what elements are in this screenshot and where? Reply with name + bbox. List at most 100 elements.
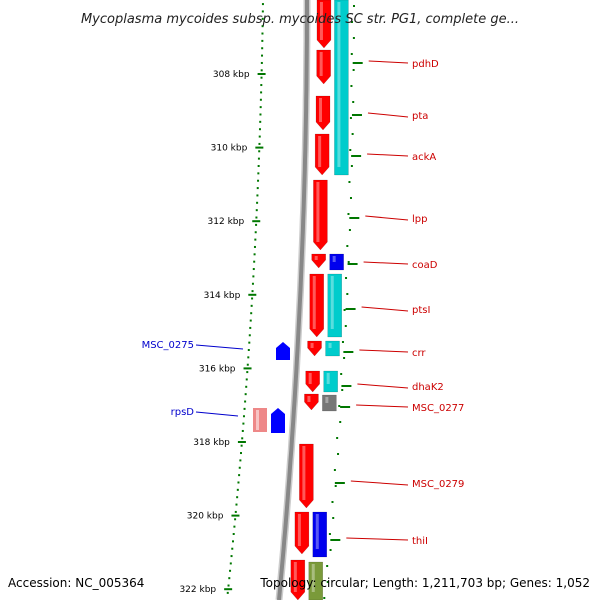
cds-track-segment	[334, 0, 349, 176]
minor-tick	[261, 17, 264, 20]
feature-dot	[343, 309, 346, 311]
minor-tick	[229, 562, 232, 565]
feature-dot	[351, 133, 354, 135]
feature-dot	[341, 389, 344, 391]
tick-label: 318 kbp	[193, 438, 230, 448]
minor-tick	[231, 547, 234, 550]
feature-dot	[349, 197, 352, 199]
minor-tick	[235, 503, 238, 506]
gene-label-thii: thiI	[412, 536, 428, 547]
major-tick	[231, 514, 240, 517]
minor-tick	[260, 84, 263, 87]
forward-gene-arrow	[304, 393, 319, 411]
gene-leader-line	[367, 153, 409, 157]
gene-leader-line	[195, 344, 244, 350]
minor-tick	[254, 238, 257, 241]
minor-tick	[251, 282, 254, 285]
minor-tick	[246, 371, 249, 374]
gene-label-crr: crr	[412, 348, 426, 359]
forward-gene-arrow	[314, 133, 330, 176]
minor-tick	[247, 349, 250, 351]
minor-tick	[255, 209, 258, 212]
pseudo-gene-box	[253, 408, 267, 432]
minor-tick	[261, 54, 264, 57]
cds-track-segment-highlight	[328, 343, 332, 348]
minor-tick	[240, 444, 243, 447]
minor-tick	[236, 488, 239, 491]
feature-dot	[345, 277, 348, 279]
feature-dot	[333, 469, 336, 471]
gene-leader-line	[361, 306, 409, 312]
tick-label: 322 kbp	[179, 585, 216, 595]
cds-track-segment-gray-highlight	[325, 397, 329, 403]
feature-dot	[350, 21, 353, 23]
gene-label-dhak2: dhaK2	[412, 382, 444, 393]
forward-gene-arrow-highlight	[307, 396, 311, 402]
major-tick	[248, 293, 257, 296]
forward-gene-arrow	[316, 0, 332, 49]
minor-tick	[245, 385, 248, 388]
forward-gene-arrow-highlight	[297, 514, 301, 546]
feature-dot	[350, 85, 353, 87]
cds-track-segment-highlight	[330, 276, 334, 329]
minor-tick	[238, 474, 241, 477]
minor-tick	[248, 334, 251, 337]
feature-dot	[352, 101, 355, 103]
gene-leader-line	[356, 404, 409, 408]
minor-tick	[257, 157, 260, 160]
major-tick	[243, 367, 252, 370]
minor-tick	[253, 260, 256, 263]
feature-dot	[346, 245, 349, 247]
gene-leader-line	[359, 349, 409, 353]
minor-tick	[257, 172, 260, 175]
reverse-cds-box	[312, 511, 328, 558]
cds-track-segment	[323, 370, 338, 393]
feature-dot	[352, 37, 355, 39]
feature-dot	[328, 533, 331, 535]
backbone-shadow	[275, 0, 311, 600]
minor-tick	[260, 61, 263, 64]
forward-gene-arrow	[307, 340, 322, 357]
minor-tick	[250, 312, 253, 315]
tick-label: 314 kbp	[204, 291, 241, 301]
minor-tick	[260, 76, 263, 79]
feature-dot	[349, 117, 352, 119]
forward-gene-arrow	[294, 511, 310, 555]
gene-label-pta: pta	[412, 111, 428, 122]
gene-label-acka: ackA	[412, 152, 436, 163]
gene-label-lpp: lpp	[412, 214, 427, 225]
minor-tick	[251, 297, 254, 300]
minor-tick	[248, 341, 251, 344]
feature-dot	[339, 421, 342, 423]
minor-tick	[259, 113, 262, 116]
minor-tick	[243, 407, 246, 410]
minor-tick	[236, 496, 239, 499]
ticks-layer: 308 kbp 310 kbp 312 kbp 314 kbp 316 kbp 318 k…	[179, 3, 266, 595]
minor-tick	[242, 422, 245, 425]
feature-dot	[347, 261, 350, 263]
gene-leader-line	[367, 112, 409, 118]
labels-layer: pdhD pta ackA lpp coaD ptsI crr dhaK2 MSC_0277 MS…	[142, 5, 464, 599]
feature-dot	[352, 5, 355, 7]
major-tick	[237, 441, 246, 443]
minor-tick	[258, 142, 261, 145]
minor-tick	[231, 540, 234, 543]
minor-tick	[252, 275, 255, 278]
gene-leader-line	[346, 537, 409, 541]
feature-dot	[340, 373, 343, 375]
minor-tick	[258, 135, 261, 138]
minor-tick	[261, 32, 264, 35]
minor-tick	[256, 194, 259, 197]
pseudo-gene-highlight	[256, 410, 259, 430]
feature-dot	[336, 437, 339, 439]
feature-dot	[352, 69, 355, 71]
minor-tick	[256, 187, 259, 190]
gene-label-msc_0277: MSC_0277	[412, 403, 464, 414]
feature-dot	[332, 517, 335, 519]
minor-tick	[249, 326, 252, 329]
forward-gene-arrow-highlight	[310, 343, 314, 348]
gene-label-msc_0275: MSC_0275	[142, 340, 194, 351]
minor-tick	[232, 533, 235, 535]
minor-tick	[233, 525, 236, 528]
forward-gene-arrow	[305, 370, 320, 393]
